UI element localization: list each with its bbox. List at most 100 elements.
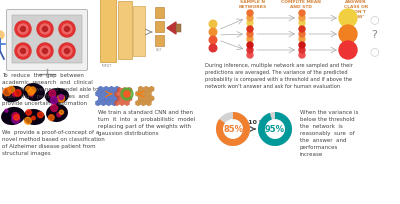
Polygon shape (101, 91, 106, 97)
Circle shape (247, 21, 253, 27)
Text: COMPUTE MEAN
AND STD: COMPUTE MEAN AND STD (281, 0, 321, 9)
Circle shape (20, 49, 26, 54)
Circle shape (299, 37, 305, 43)
Ellipse shape (46, 104, 68, 122)
Polygon shape (136, 91, 140, 97)
Polygon shape (120, 101, 124, 106)
Circle shape (42, 49, 48, 54)
Circle shape (209, 29, 217, 37)
Text: ?: ? (371, 30, 377, 40)
Polygon shape (125, 101, 130, 106)
Circle shape (339, 26, 357, 44)
Polygon shape (127, 88, 132, 93)
Ellipse shape (23, 83, 45, 102)
Circle shape (339, 42, 357, 60)
Wedge shape (258, 112, 292, 146)
Circle shape (12, 116, 20, 124)
Polygon shape (149, 96, 154, 102)
Circle shape (32, 117, 35, 120)
Circle shape (121, 89, 133, 101)
Circle shape (40, 25, 50, 35)
Polygon shape (146, 91, 151, 97)
Polygon shape (144, 87, 149, 93)
Circle shape (24, 118, 31, 125)
Circle shape (5, 110, 8, 113)
Polygon shape (98, 96, 103, 102)
Circle shape (37, 44, 53, 60)
Circle shape (30, 88, 36, 94)
FancyBboxPatch shape (155, 22, 164, 33)
Circle shape (247, 53, 253, 59)
Circle shape (12, 113, 19, 120)
Polygon shape (104, 87, 109, 93)
Polygon shape (114, 101, 120, 106)
Circle shape (209, 37, 217, 45)
Circle shape (20, 27, 26, 32)
Circle shape (247, 16, 253, 22)
Polygon shape (136, 101, 140, 106)
FancyBboxPatch shape (176, 25, 181, 33)
Circle shape (8, 87, 15, 94)
Polygon shape (98, 87, 103, 93)
Ellipse shape (2, 86, 24, 103)
Circle shape (57, 113, 61, 117)
Circle shape (28, 89, 34, 96)
FancyBboxPatch shape (118, 2, 132, 60)
Polygon shape (122, 96, 127, 102)
Text: INPUT: INPUT (102, 64, 112, 68)
Text: To  reduce  the  gap  between
academic  research  and  clinical
translation, we : To reduce the gap between academic resea… (2, 73, 98, 105)
Circle shape (26, 87, 31, 92)
Circle shape (59, 44, 75, 60)
Text: ○: ○ (369, 14, 379, 24)
Circle shape (64, 49, 70, 54)
FancyBboxPatch shape (12, 16, 82, 64)
Circle shape (30, 93, 33, 97)
Circle shape (37, 22, 53, 38)
Text: SAMPLE N
NETWORKS: SAMPLE N NETWORKS (239, 0, 267, 9)
Circle shape (15, 44, 31, 60)
Polygon shape (138, 96, 143, 102)
Polygon shape (109, 87, 114, 93)
Wedge shape (216, 112, 250, 146)
Polygon shape (117, 96, 122, 102)
FancyBboxPatch shape (133, 7, 145, 57)
Circle shape (299, 53, 305, 59)
Circle shape (64, 27, 70, 32)
FancyBboxPatch shape (100, 0, 116, 63)
FancyBboxPatch shape (6, 10, 88, 71)
Circle shape (299, 32, 305, 38)
Circle shape (339, 10, 357, 28)
Circle shape (18, 47, 28, 57)
Polygon shape (141, 101, 146, 106)
Circle shape (26, 110, 31, 116)
Polygon shape (114, 96, 120, 102)
Circle shape (58, 95, 64, 103)
Polygon shape (114, 87, 120, 93)
Text: OUT: OUT (156, 48, 162, 52)
Text: We train a standard CNN and then
turn  it  into  a  probabilistic  model
replaci: We train a standard CNN and then turn it… (98, 110, 195, 135)
Polygon shape (125, 92, 130, 98)
Circle shape (299, 27, 305, 33)
Text: ○: ○ (369, 46, 379, 56)
Polygon shape (112, 91, 117, 97)
Ellipse shape (1, 107, 25, 125)
Circle shape (247, 27, 253, 33)
Circle shape (48, 115, 54, 121)
Circle shape (247, 11, 253, 17)
Circle shape (247, 43, 253, 49)
Circle shape (62, 25, 72, 35)
Ellipse shape (45, 89, 69, 104)
FancyBboxPatch shape (155, 36, 164, 47)
Polygon shape (96, 91, 100, 97)
Polygon shape (114, 92, 120, 98)
Circle shape (62, 47, 72, 57)
Polygon shape (106, 101, 111, 106)
Ellipse shape (23, 109, 45, 125)
Circle shape (0, 32, 4, 40)
Circle shape (50, 97, 58, 104)
Polygon shape (149, 87, 154, 93)
Circle shape (299, 21, 305, 27)
Circle shape (42, 27, 48, 32)
Text: 95%: 95% (265, 125, 285, 134)
Wedge shape (258, 112, 292, 146)
